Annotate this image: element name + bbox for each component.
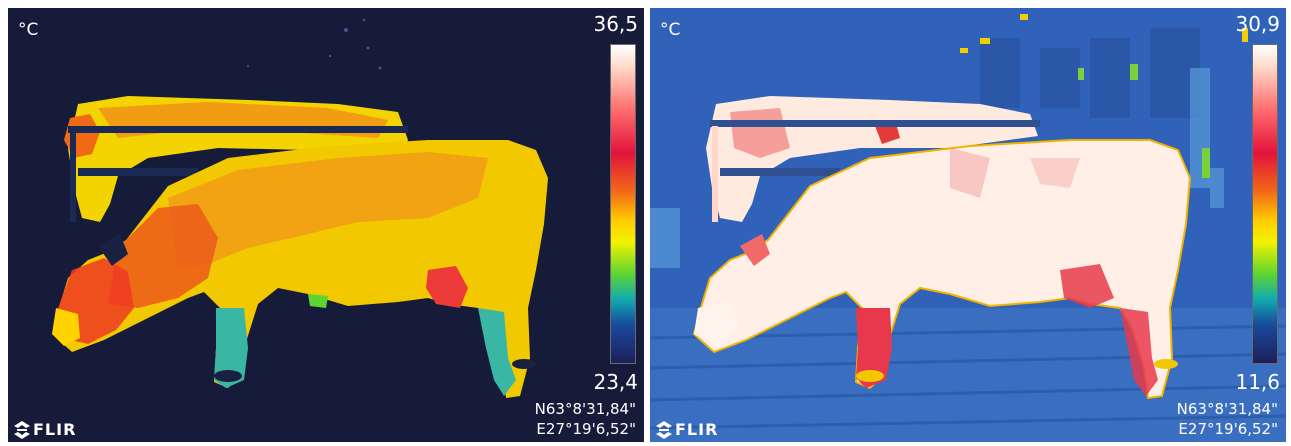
- thermal-image-right: °C 30,9 11,6 N63°8'31,84" E27°19'6,52" F…: [650, 8, 1286, 442]
- cow-thermal-image-right: [650, 8, 1286, 442]
- gps-latitude: N63°8'31,84": [1176, 400, 1278, 418]
- flir-logo: FLIR: [14, 420, 76, 439]
- flir-logo-text: FLIR: [33, 420, 77, 439]
- scale-max-temperature: 36,5: [593, 12, 638, 36]
- gps-longitude: E27°19'6,52": [1178, 420, 1278, 438]
- gps-latitude: N63°8'31,84": [534, 400, 636, 418]
- temperature-color-scale: [610, 44, 636, 364]
- gps-longitude: E27°19'6,52": [536, 420, 636, 438]
- flir-logo-text: FLIR: [675, 420, 719, 439]
- scale-max-temperature: 30,9: [1235, 12, 1280, 36]
- flir-emblem-icon: [656, 420, 672, 439]
- temperature-unit-label: °C: [660, 20, 681, 40]
- scale-min-temperature: 11,6: [1235, 370, 1280, 394]
- cow-thermal-image-left: [52, 18, 548, 398]
- temperature-color-scale: [1252, 44, 1278, 364]
- thermal-image-left: °C 36,5 23,4 N63°8'31,84" E27°19'6,52" F…: [8, 8, 644, 442]
- scale-min-temperature: 23,4: [593, 370, 638, 394]
- flir-emblem-icon: [14, 420, 30, 439]
- flir-logo: FLIR: [656, 420, 718, 439]
- temperature-unit-label: °C: [18, 20, 39, 40]
